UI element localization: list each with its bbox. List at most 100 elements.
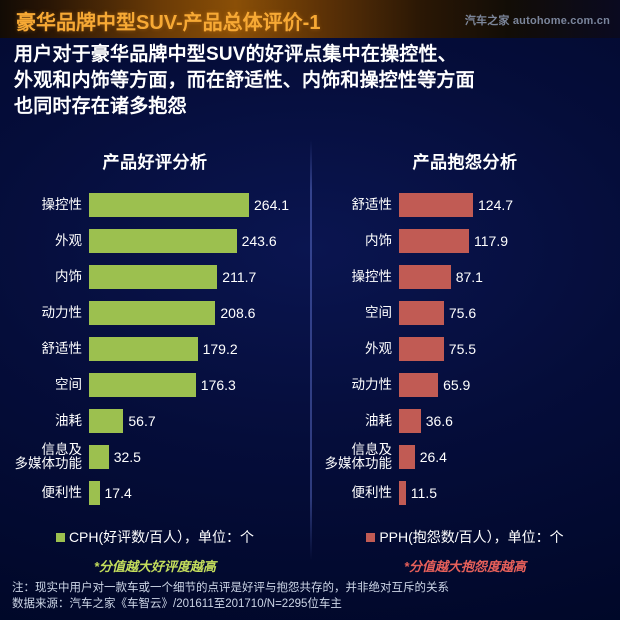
praise-legend-note: *分值越大好评度越高 bbox=[93, 559, 217, 574]
category-label: 便利性 bbox=[41, 485, 83, 500]
page-title: 豪华品牌中型SUV-产品总体评价-1 bbox=[16, 12, 321, 34]
category-label: 信息及 多媒体功能 bbox=[324, 442, 393, 471]
bar-value-label: 26.4 bbox=[419, 449, 447, 465]
category-label: 舒适性 bbox=[351, 197, 393, 212]
bar-track: 87.1 bbox=[399, 259, 620, 295]
subtitle-line-2: 外观和内饰等方面，而在舒适性、内饰和操控性等方面 bbox=[14, 70, 475, 91]
bar-track: 26.4 bbox=[399, 439, 620, 475]
chart-row: 外观 243.6 bbox=[0, 223, 310, 259]
center-divider bbox=[310, 140, 312, 560]
value-bar bbox=[89, 445, 109, 469]
header-bar: 豪华品牌中型SUV-产品总体评价-1 汽车之家 autohome.com.cn bbox=[0, 0, 620, 38]
bar-track: 11.5 bbox=[399, 475, 620, 511]
chart-row: 油耗 56.7 bbox=[0, 403, 310, 439]
bar-value-label: 176.3 bbox=[200, 377, 236, 393]
chart-row: 操控性 264.1 bbox=[0, 187, 310, 223]
footnote-note: 注：现实中用户对一款车或一个细节的点评是好评与抱怨共存的，并非绝对互斥的关系 bbox=[12, 582, 449, 594]
subtitle-line-3: 也同时存在诸多抱怨 bbox=[14, 96, 187, 117]
praise-bar-chart: 操控性 264.1 外观 243.6 内饰 211.7 动力性 208.6 舒适性 179.2 空间… bbox=[0, 187, 310, 511]
complaint-chart-title: 产品抱怨分析 bbox=[412, 153, 518, 172]
praise-legend-label: CPH(好评数/百人），单位：个 bbox=[68, 529, 255, 545]
site-watermark: 汽车之家 autohome.com.cn bbox=[464, 15, 610, 27]
footnote-source: 数据来源：汽车之家《车智云》/201611至201710/N=2295位车主 bbox=[12, 598, 342, 610]
bar-track: 75.5 bbox=[399, 331, 620, 367]
bar-track: 56.7 bbox=[89, 403, 310, 439]
complaint-legend: PPH(抱怨数/百人），单位：个 bbox=[310, 527, 620, 547]
value-bar bbox=[89, 337, 198, 361]
category-label: 空间 bbox=[55, 377, 82, 392]
value-bar bbox=[399, 445, 415, 469]
chart-row: 便利性 11.5 bbox=[310, 475, 620, 511]
value-bar bbox=[399, 481, 406, 505]
bar-track: 124.7 bbox=[399, 187, 620, 223]
praise-chart-panel: 产品好评分析 操控性 264.1 外观 243.6 内饰 211.7 动力性 208.6 舒适性… bbox=[0, 140, 310, 574]
bar-value-label: 243.6 bbox=[241, 233, 277, 249]
value-bar bbox=[399, 301, 444, 325]
chart-row: 舒适性 124.7 bbox=[310, 187, 620, 223]
chart-row: 外观 75.5 bbox=[310, 331, 620, 367]
value-bar bbox=[399, 265, 451, 289]
category-label: 信息及 多媒体功能 bbox=[14, 442, 83, 471]
chart-row: 空间 75.6 bbox=[310, 295, 620, 331]
bar-value-label: 75.5 bbox=[448, 341, 477, 357]
bar-track: 211.7 bbox=[89, 259, 310, 295]
bar-track: 75.6 bbox=[399, 295, 620, 331]
bar-value-label: 264.1 bbox=[254, 197, 290, 213]
value-bar bbox=[399, 337, 444, 361]
bar-track: 176.3 bbox=[89, 367, 310, 403]
value-bar bbox=[89, 193, 249, 217]
chart-row: 信息及 多媒体功能 32.5 bbox=[0, 439, 310, 475]
praise-chart-title: 产品好评分析 bbox=[102, 153, 208, 172]
bar-value-label: 179.2 bbox=[202, 341, 238, 357]
category-label: 内饰 bbox=[365, 233, 392, 248]
chart-row: 空间 176.3 bbox=[0, 367, 310, 403]
chart-row: 内饰 211.7 bbox=[0, 259, 310, 295]
chart-row: 舒适性 179.2 bbox=[0, 331, 310, 367]
bar-value-label: 87.1 bbox=[455, 269, 483, 285]
chart-row: 油耗 36.6 bbox=[310, 403, 620, 439]
value-bar bbox=[89, 265, 218, 289]
category-label: 动力性 bbox=[351, 377, 393, 392]
bar-value-label: 124.7 bbox=[478, 197, 514, 213]
chart-row: 动力性 208.6 bbox=[0, 295, 310, 331]
bar-value-label: 211.7 bbox=[222, 269, 257, 285]
bar-track: 208.6 bbox=[89, 295, 310, 331]
bar-value-label: 17.4 bbox=[104, 485, 132, 501]
bar-track: 179.2 bbox=[89, 331, 310, 367]
chart-row: 信息及 多媒体功能 26.4 bbox=[310, 439, 620, 475]
complaint-chart-panel: 产品抱怨分析 舒适性 124.7 内饰 117.9 操控性 87.1 空间 75.6 外观 75.… bbox=[310, 140, 620, 574]
praise-legend: CPH(好评数/百人），单位：个 bbox=[0, 527, 310, 547]
category-label: 内饰 bbox=[55, 269, 82, 284]
value-bar bbox=[399, 229, 469, 253]
category-label: 油耗 bbox=[55, 413, 82, 428]
category-label: 动力性 bbox=[41, 305, 83, 320]
value-bar bbox=[89, 301, 216, 325]
bar-value-label: 65.9 bbox=[443, 377, 471, 393]
chart-row: 内饰 117.9 bbox=[310, 223, 620, 259]
bar-track: 65.9 bbox=[399, 367, 620, 403]
praise-legend-swatch-icon bbox=[55, 533, 65, 542]
bar-value-label: 75.6 bbox=[448, 305, 477, 321]
chart-row: 便利性 17.4 bbox=[0, 475, 310, 511]
bar-track: 32.5 bbox=[89, 439, 310, 475]
subtitle-line-1: 用户对于豪华品牌中型SUV的好评点集中在操控性、 bbox=[14, 44, 457, 65]
subtitle-block: 用户对于豪华品牌中型SUV的好评点集中在操控性、 外观和内饰等方面，而在舒适性、… bbox=[14, 42, 610, 120]
value-bar bbox=[89, 229, 237, 253]
complaint-legend-label: PPH(抱怨数/百人），单位：个 bbox=[379, 529, 564, 545]
value-bar bbox=[89, 481, 100, 505]
chart-row: 动力性 65.9 bbox=[310, 367, 620, 403]
category-label: 舒适性 bbox=[41, 341, 83, 356]
chart-row: 操控性 87.1 bbox=[310, 259, 620, 295]
value-bar bbox=[89, 409, 124, 433]
bar-value-label: 32.5 bbox=[113, 449, 141, 465]
category-label: 便利性 bbox=[351, 485, 393, 500]
category-label: 外观 bbox=[365, 341, 392, 356]
complaint-legend-swatch-icon bbox=[366, 533, 376, 542]
category-label: 操控性 bbox=[351, 269, 393, 284]
bar-track: 17.4 bbox=[89, 475, 310, 511]
value-bar bbox=[399, 409, 421, 433]
category-label: 外观 bbox=[55, 233, 82, 248]
bar-track: 243.6 bbox=[89, 223, 310, 259]
value-bar bbox=[89, 373, 196, 397]
